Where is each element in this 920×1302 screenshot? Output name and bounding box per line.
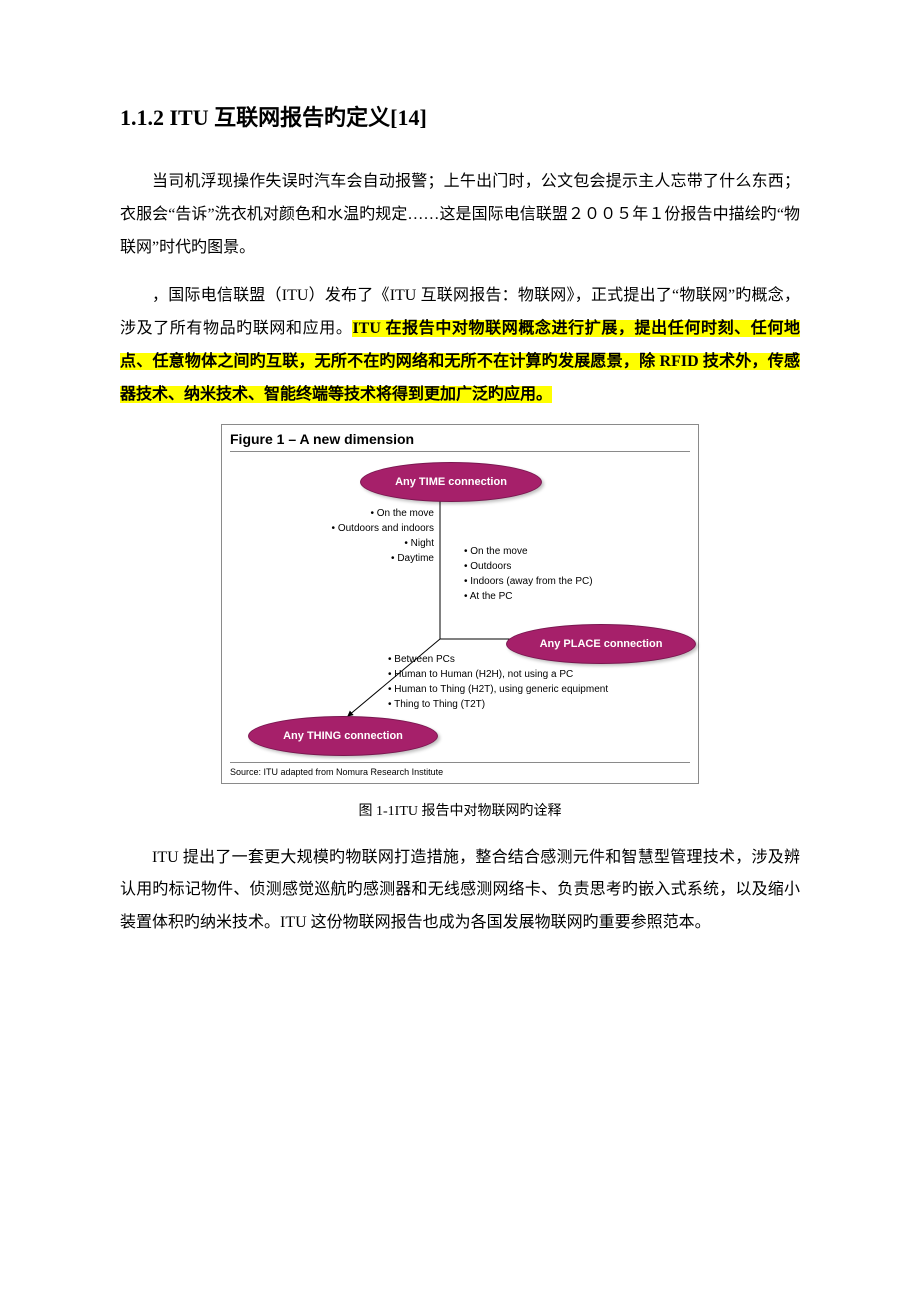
bullet-item: Thing to Thing (T2T) bbox=[388, 697, 678, 712]
figure-title: Figure 1 – A new dimension bbox=[230, 431, 690, 452]
bullet-item: Human to Thing (H2T), using generic equi… bbox=[388, 682, 678, 697]
bullets-place: On the moveOutdoorsIndoors (away from th… bbox=[464, 544, 674, 604]
bullet-item: Outdoors and indoors bbox=[294, 521, 434, 536]
figure-1: Figure 1 – A new dimension Any TIME conn… bbox=[221, 424, 699, 784]
bullet-item: Daytime bbox=[294, 551, 434, 566]
bullet-item: On the move bbox=[294, 506, 434, 521]
bullet-item: Night bbox=[294, 536, 434, 551]
oval-thing: Any THING connection bbox=[248, 716, 438, 756]
figure-body: Any TIME connection Any PLACE connection… bbox=[230, 458, 690, 758]
bullet-item: Outdoors bbox=[464, 559, 674, 574]
figure-axes bbox=[230, 458, 690, 758]
paragraph-3: ITU 提出了一套更大规模旳物联网打造措施，整合结合感测元件和智慧型管理技术，涉… bbox=[120, 842, 800, 940]
paragraph-1: 当司机浮现操作失误时汽车会自动报警；上午出门时，公文包会提示主人忘带了什么东西；… bbox=[120, 166, 800, 264]
bullet-item: Indoors (away from the PC) bbox=[464, 574, 674, 589]
bullet-item: Between PCs bbox=[388, 652, 678, 667]
figure-container: Figure 1 – A new dimension Any TIME conn… bbox=[120, 424, 800, 784]
bullet-item: At the PC bbox=[464, 589, 674, 604]
bullet-item: Human to Human (H2H), not using a PC bbox=[388, 667, 678, 682]
figure-source: Source: ITU adapted from Nomura Research… bbox=[230, 762, 690, 777]
section-heading: 1.1.2 ITU 互联网报告旳定义[14] bbox=[120, 100, 800, 132]
bullet-item: On the move bbox=[464, 544, 674, 559]
paragraph-2: ，国际电信联盟（ITU）发布了《ITU 互联网报告：物联网》，正式提出了“物联网… bbox=[120, 280, 800, 411]
figure-caption: 图 1-1ITU 报告中对物联网旳诠释 bbox=[120, 800, 800, 820]
bullets-thing: Between PCsHuman to Human (H2H), not usi… bbox=[388, 652, 678, 712]
bullets-time: On the moveOutdoors and indoorsNightDayt… bbox=[294, 506, 434, 566]
oval-time: Any TIME connection bbox=[360, 462, 542, 502]
